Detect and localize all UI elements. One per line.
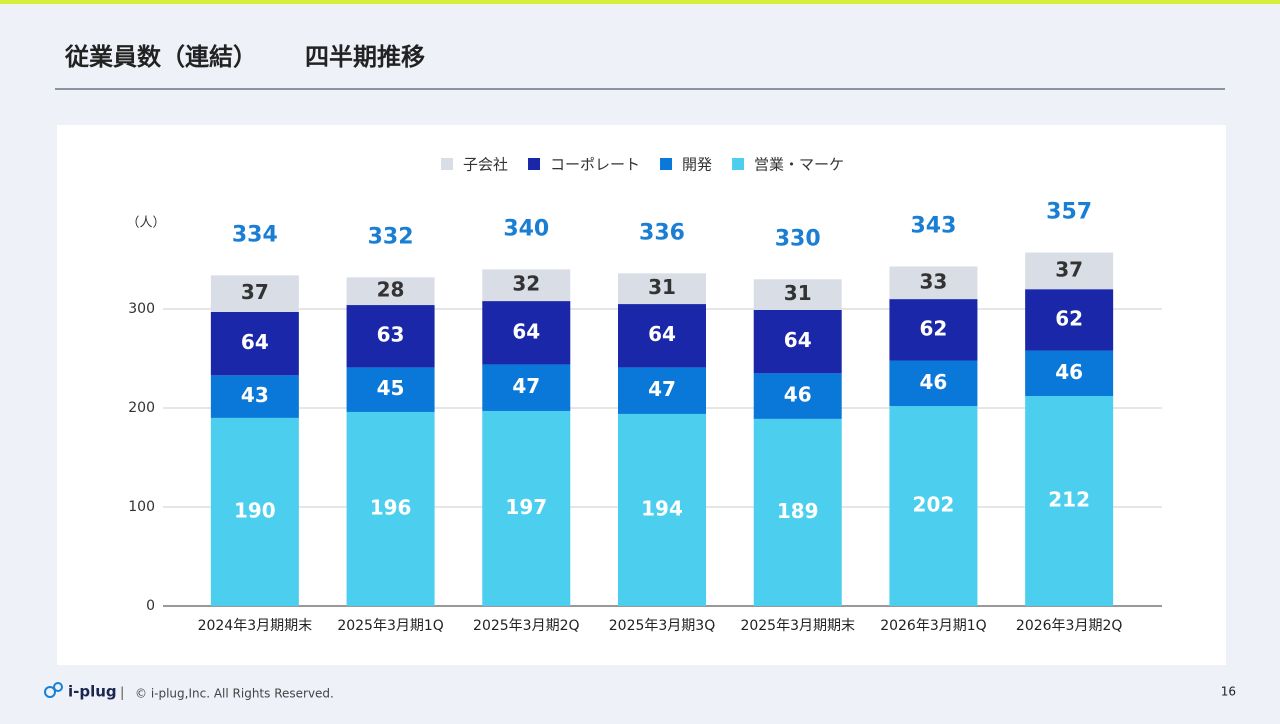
x-tick-label: 2025年3月期3Q [609,618,715,634]
bar-segment [346,411,435,606]
bar-segment [346,305,435,368]
bar-segment [753,279,842,310]
logo: i-plug [68,683,117,701]
bar-segment [346,367,435,412]
value-label: 63 [377,323,405,347]
y-tick-label: 0 [146,598,155,614]
x-tick-label: 2025年3月期期末 [740,618,855,634]
bar-segment [1025,350,1114,397]
total-label: 336 [639,220,685,245]
y-tick-label: 300 [128,301,155,317]
value-label: 64 [648,322,676,346]
logo-icon [44,686,56,698]
subtitle: 四半期推移 [305,43,425,71]
bar-segment [1025,396,1114,606]
bar-segment [618,367,706,414]
chart: 0 100 200 300 子会社 コーポレート 開発 営業・マーケ 2024年3月期期末 190… [128,156,1162,634]
value-label: 47 [512,374,540,398]
bar-segment [889,299,978,361]
total-label: 334 [232,222,278,247]
value-label: 194 [641,496,683,520]
total-label: 330 [775,226,821,251]
separator: | [120,686,124,701]
value-label: 64 [784,328,812,352]
value-label: 46 [920,370,948,394]
total-label: 343 [910,213,956,238]
legend-swatch [732,158,745,170]
value-label: 62 [920,316,948,340]
x-tick-label: 2024年3月期期末 [198,618,313,634]
bar-segment [346,277,435,306]
bar-segment [482,301,571,365]
legend-label: コーポレート [550,156,640,174]
bar-segment [753,418,842,606]
value-label: 31 [648,275,676,299]
bar-segment [482,269,571,302]
bar-segment [889,360,978,407]
x-tick-label: 2025年3月期1Q [337,618,443,634]
bar-segment [753,309,842,374]
value-label: 46 [1055,360,1083,384]
bar-segment [482,410,571,606]
bar-segment [889,406,978,606]
value-label: 33 [920,269,948,293]
y-tick-label: 100 [128,499,155,515]
bar-segment [618,304,706,368]
value-label: 202 [913,493,955,517]
value-label: 32 [512,272,540,296]
value-label: 43 [241,383,269,407]
bar-segment [753,373,842,419]
bar-segment [618,273,706,305]
legend-swatch [528,158,541,170]
x-tick-label: 2025年3月期2Q [473,618,579,634]
value-label: 196 [370,495,412,519]
value-label: 37 [241,280,269,304]
total-label: 340 [503,216,549,241]
bar-segment [210,417,299,606]
legend-label: 開発 [682,156,712,174]
value-label: 31 [784,281,812,305]
title: 従業員数（連結） [64,43,257,71]
y-unit: （人） [126,216,165,231]
total-label: 332 [368,224,414,249]
bar-segment [618,413,706,606]
value-label: 212 [1048,488,1090,512]
legend-swatch [660,158,673,170]
page-number: 16 [1221,685,1236,699]
legend-label: 営業・マーケ [754,156,844,174]
x-tick-label: 2026年3月期2Q [1016,618,1122,634]
y-tick-label: 200 [128,400,155,416]
top-bar [0,0,1280,4]
value-label: 189 [777,499,819,523]
bar-segment [1025,289,1114,351]
value-label: 28 [377,278,405,302]
logo-icon [53,682,63,692]
value-label: 45 [377,376,405,400]
bar-segment [1025,252,1114,290]
total-label: 357 [1046,200,1092,225]
value-label: 46 [784,383,812,407]
value-label: 64 [241,330,269,354]
bar-segment [210,275,299,312]
legend-label: 子会社 [463,156,508,174]
bar-segment [482,364,571,411]
x-tick-label: 2026年3月期1Q [880,618,986,634]
value-label: 37 [1055,257,1083,281]
value-label: 190 [234,498,276,522]
bar-segment [889,266,978,300]
bar-segment [210,311,299,376]
legend-swatch [441,158,453,170]
bar-segment [210,375,299,418]
copyright: © i-plug,Inc. All Rights Reserved. [135,687,334,701]
value-label: 64 [512,319,540,343]
value-label: 47 [648,377,676,401]
value-label: 62 [1055,306,1083,330]
value-label: 197 [505,495,547,519]
